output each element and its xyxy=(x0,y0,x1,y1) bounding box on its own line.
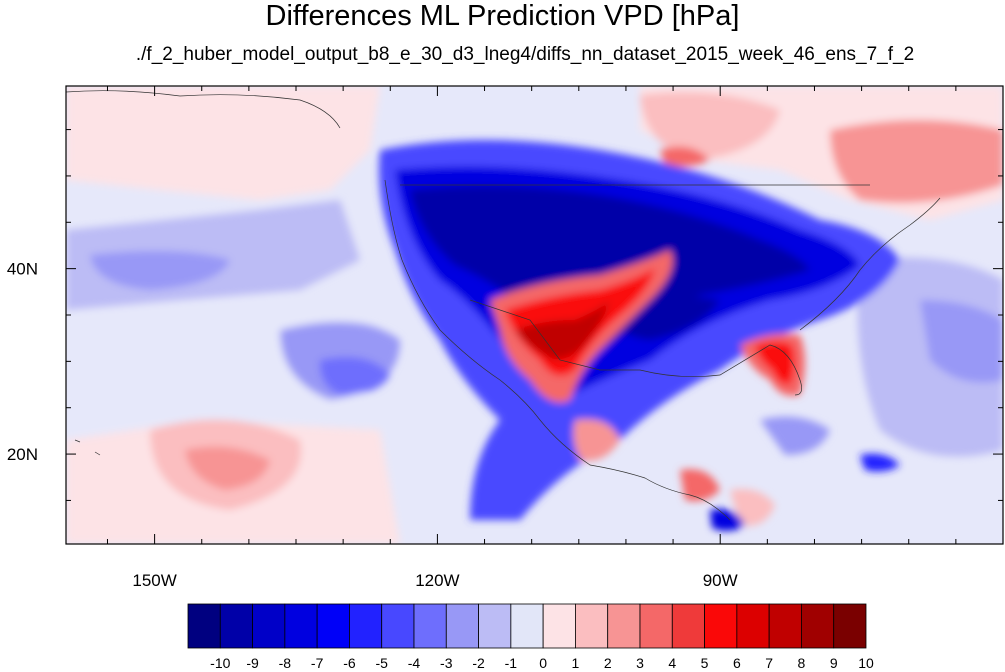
colorbar-label: 0 xyxy=(539,655,547,671)
axis-ticks xyxy=(66,86,1004,544)
colorbar-label: -6 xyxy=(343,655,356,671)
colorbar-swatch xyxy=(833,603,867,649)
colorbar-label: 6 xyxy=(733,655,741,671)
colorbar-label: 7 xyxy=(765,655,773,671)
colorbar-label: 5 xyxy=(701,655,709,671)
colorbar-labels: -10 -9 -8 -7 -6 -5 -4 -3 -2 -1 0 1 2 3 4 5 6 7 8 9 10 xyxy=(210,655,874,671)
colorbar-label: -8 xyxy=(279,655,292,671)
colorbar-label: -5 xyxy=(375,655,388,671)
colorbar-label: 10 xyxy=(858,655,874,671)
colorbar-label: 8 xyxy=(798,655,806,671)
colorbar-swatch xyxy=(510,603,544,649)
colorbar-swatch xyxy=(252,603,286,649)
colorbar-swatch xyxy=(381,603,415,649)
map-title: Differences ML Prediction VPD [hPa] xyxy=(265,0,740,32)
colorbar-swatch xyxy=(542,603,576,649)
map-subtitle: ./f_2_huber_model_output_b8_e_30_d3_lneg… xyxy=(135,44,915,65)
colorbar-label: 3 xyxy=(636,655,644,671)
colorbar-swatch xyxy=(316,603,350,649)
lat-tick-label: 40N xyxy=(7,260,38,279)
colorbar-swatch xyxy=(219,603,253,649)
colorbar-swatch xyxy=(671,603,705,649)
colorbar-swatch xyxy=(413,603,447,649)
colorbar-label: -7 xyxy=(311,655,324,671)
colorbar-swatch xyxy=(349,603,383,649)
vpd-difference-field xyxy=(66,86,1003,544)
colorbar-label: 9 xyxy=(830,655,838,671)
lat-tick-label: 20N xyxy=(7,445,38,464)
coastline-and-borders xyxy=(66,90,941,521)
colorbar-swatch xyxy=(187,603,221,649)
lon-tick-label: 90W xyxy=(703,571,738,590)
colorbar-label: 4 xyxy=(668,655,676,671)
lon-tick-label: 150W xyxy=(132,571,176,590)
colorbar-swatch xyxy=(736,603,770,649)
colorbar-swatch xyxy=(639,603,673,649)
map-plot-area xyxy=(66,86,1003,544)
lon-tick-label: 120W xyxy=(415,571,459,590)
colorbar-label: 2 xyxy=(604,655,612,671)
colorbar-swatch xyxy=(445,603,479,649)
colorbar-label: -1 xyxy=(505,655,518,671)
colorbar-swatch xyxy=(575,603,609,649)
colorbar-label: -9 xyxy=(246,655,259,671)
colorbar-swatch xyxy=(768,603,802,649)
colorbar-swatch xyxy=(607,603,641,649)
colorbar-label: -2 xyxy=(472,655,485,671)
colorbar-swatch xyxy=(704,603,738,649)
colorbar-label: -10 xyxy=(210,655,230,671)
colorbar-label: 1 xyxy=(572,655,580,671)
colorbar-label: -4 xyxy=(408,655,421,671)
colorbar-label: -3 xyxy=(440,655,453,671)
colorbar-swatch xyxy=(284,603,318,649)
colorbar-swatch xyxy=(478,603,512,649)
colorbar-swatch xyxy=(801,603,835,649)
colorbar xyxy=(187,603,867,649)
axis-tick-labels: 150W 120W 90W 40N 20N xyxy=(7,260,738,590)
